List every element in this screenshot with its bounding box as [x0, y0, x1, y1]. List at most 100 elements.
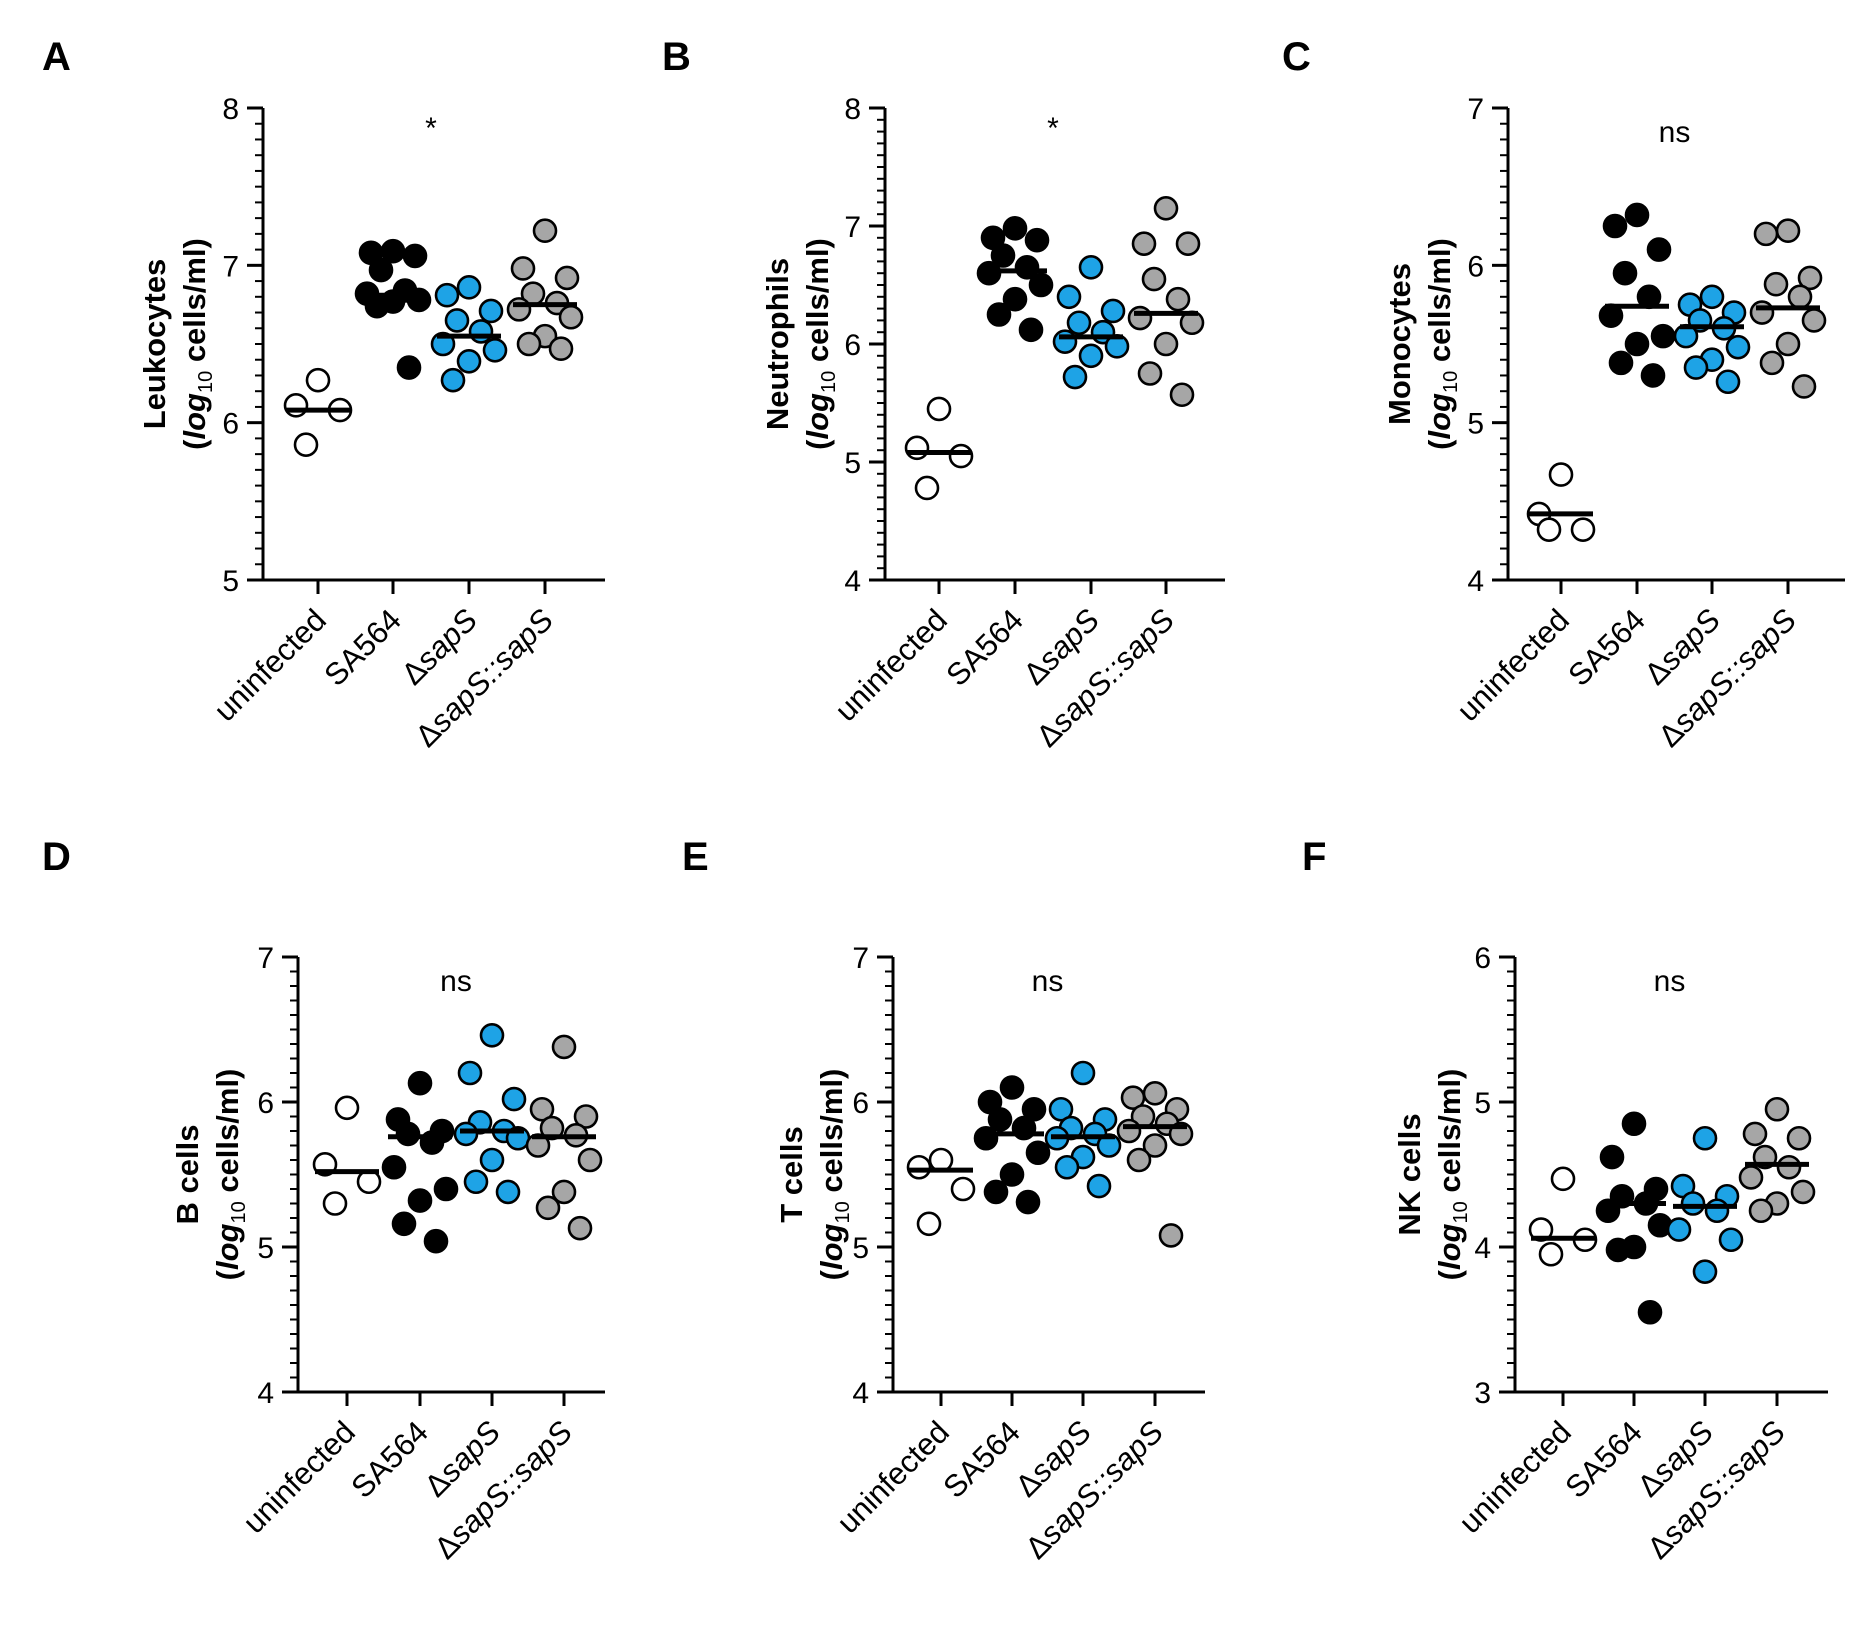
data-point-sa564	[368, 257, 394, 283]
data-point-sa564	[1018, 317, 1044, 343]
data-point-delta-saps-comp	[1120, 1085, 1146, 1110]
y-tick-label-e: 7	[852, 942, 869, 975]
data-point-delta-saps	[456, 349, 482, 374]
data-point-delta-saps	[1680, 1191, 1706, 1216]
data-point-delta-saps-comp	[551, 1034, 577, 1060]
data-point-delta-saps-comp	[1753, 221, 1779, 247]
x-category-label-sa564: SA564	[1561, 602, 1652, 693]
data-point-delta-saps-comp	[1775, 218, 1801, 244]
data-point-uninfected	[283, 393, 309, 418]
data-point-delta-saps-comp	[1141, 266, 1167, 292]
data-point-sa564	[381, 1154, 407, 1180]
data-point-sa564	[396, 355, 422, 380]
data-point-delta-saps	[444, 308, 470, 333]
significance-label-c: ns	[1659, 116, 1691, 149]
panel-letter-b: B	[662, 35, 691, 79]
x-category-label-uninfected: uninfected	[236, 1414, 362, 1540]
y-axis-title-c: Monocytes	[1382, 263, 1417, 425]
y-axis-title-f: NK cells	[1392, 1113, 1427, 1235]
data-point-sa564	[1002, 286, 1028, 312]
data-point-sa564	[1605, 1237, 1631, 1263]
data-point-delta-saps	[479, 1147, 505, 1173]
y-tick-label-e: 6	[852, 1087, 869, 1120]
data-point-sa564	[1028, 272, 1054, 298]
y-tick-label-d: 6	[257, 1087, 274, 1120]
data-point-sa564	[364, 293, 390, 319]
data-point-uninfected	[1548, 462, 1574, 487]
data-point-delta-saps-comp	[1142, 1133, 1168, 1158]
significance-label-f: ns	[1654, 965, 1686, 998]
data-point-delta-saps-comp	[1153, 331, 1179, 357]
data-point-sa564	[395, 1121, 421, 1147]
y-tick-label-c: 5	[1467, 408, 1484, 441]
data-point-delta-saps-comp	[1131, 231, 1157, 256]
x-category-label-uninfected: uninfected	[1450, 602, 1576, 728]
data-point-delta-saps	[468, 319, 494, 344]
y-tick-label-f: 3	[1474, 1377, 1491, 1410]
data-point-delta-saps-comp	[1801, 308, 1827, 333]
data-point-sa564	[1002, 216, 1028, 241]
y-tick-label-b: 8	[844, 93, 861, 126]
y-axis-units-a: (log10 cells/ml)	[177, 238, 217, 450]
data-point-delta-saps	[1718, 1227, 1744, 1253]
data-point-delta-saps-comp	[1126, 1147, 1152, 1173]
x-category-label-uninfected: uninfected	[207, 602, 333, 728]
data-point-sa564	[1646, 237, 1672, 262]
data-point-sa564	[407, 1070, 433, 1096]
data-point-delta-saps-comp	[1749, 300, 1775, 325]
data-point-sa564	[1612, 260, 1638, 286]
data-point-delta-saps	[453, 1121, 479, 1147]
x-category-label-sa564: SA564	[939, 602, 1030, 693]
y-axis-units-b: (log10 cells/ml)	[800, 238, 840, 450]
data-point-delta-saps-comp	[529, 1096, 555, 1122]
data-point-sa564	[1025, 1140, 1051, 1166]
data-point-delta-saps	[1725, 334, 1751, 360]
significance-label-b: *	[1047, 112, 1059, 145]
data-point-delta-saps	[1054, 1154, 1080, 1180]
y-axis-title-b: Neutrophils	[760, 258, 795, 430]
data-point-delta-saps-comp	[567, 1215, 593, 1241]
data-point-sa564	[999, 1162, 1025, 1187]
x-category-label-uninfected: uninfected	[1452, 1414, 1578, 1540]
data-point-sa564	[987, 1107, 1013, 1132]
data-point-delta-saps	[1692, 1125, 1718, 1151]
data-point-delta-saps	[1704, 1198, 1730, 1224]
y-axis-units-c: (log10 cells/ml)	[1422, 238, 1462, 450]
data-point-sa564	[990, 243, 1016, 268]
data-point-delta-saps	[1666, 1217, 1692, 1242]
data-point-uninfected	[1570, 517, 1596, 542]
data-point-sa564	[402, 243, 428, 269]
data-point-delta-saps	[1683, 355, 1709, 380]
data-point-delta-saps	[1066, 310, 1092, 336]
panel-letter-e: E	[682, 835, 709, 879]
data-point-uninfected	[334, 1095, 360, 1121]
data-point-delta-saps	[479, 1023, 505, 1048]
data-point-uninfected	[948, 443, 974, 469]
data-point-delta-saps-comp	[577, 1147, 603, 1173]
y-tick-label-a: 7	[222, 250, 239, 283]
data-point-sa564	[1637, 1299, 1663, 1325]
data-point-delta-saps	[1070, 1060, 1096, 1086]
data-point-sa564	[1608, 350, 1634, 376]
data-point-sa564	[406, 287, 432, 313]
y-axis-title-a: Leukocytes	[137, 259, 172, 430]
data-point-delta-saps-comp	[1738, 1165, 1764, 1190]
data-point-delta-saps-comp	[1791, 374, 1817, 399]
data-point-uninfected	[950, 1176, 976, 1202]
data-point-delta-saps	[495, 1179, 521, 1205]
data-point-delta-saps-comp	[1127, 305, 1153, 331]
data-point-uninfected	[305, 367, 331, 393]
data-point-delta-saps	[1052, 329, 1078, 354]
data-point-sa564	[1021, 1096, 1047, 1122]
data-point-delta-saps	[457, 1060, 483, 1086]
data-point-uninfected	[906, 1154, 932, 1180]
data-point-sa564	[433, 1176, 459, 1202]
data-point-sa564	[1624, 202, 1650, 228]
data-point-delta-saps-comp	[532, 218, 558, 244]
significance-label-d: ns	[440, 965, 472, 998]
data-point-delta-saps-comp	[554, 265, 580, 291]
data-point-delta-saps-comp	[1787, 284, 1813, 310]
data-point-sa564	[973, 1125, 999, 1151]
panel-letter-d: D	[42, 835, 71, 879]
